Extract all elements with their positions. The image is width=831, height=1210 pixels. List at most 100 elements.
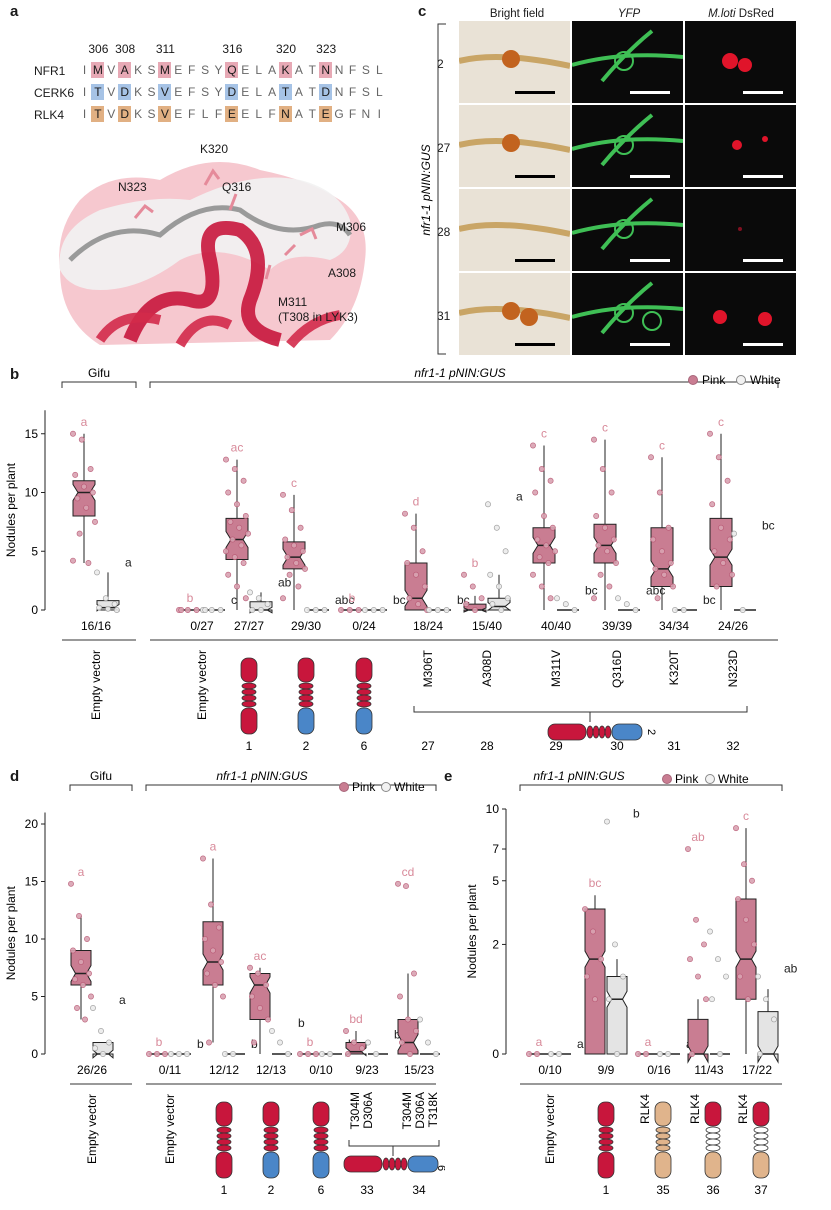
white-point xyxy=(425,1039,431,1046)
white-point xyxy=(707,928,713,935)
residue: L xyxy=(255,85,263,99)
genotype-bracket: nfr1-1 pNIN:GUS xyxy=(419,23,446,355)
white-point xyxy=(370,607,377,613)
position-number: 311 xyxy=(155,42,175,56)
residue: L xyxy=(201,107,209,121)
legend-white-label: White xyxy=(718,772,749,786)
y-axis-title: Nodules per plant xyxy=(4,462,18,557)
hybrid-construct-b xyxy=(547,723,643,741)
construct-lysm xyxy=(592,725,600,739)
ratio-label: 29/30 xyxy=(291,619,321,633)
legend-pink-swatch xyxy=(662,774,672,784)
pink-point xyxy=(405,1016,411,1023)
pink-point xyxy=(530,442,536,449)
pink-point xyxy=(670,583,676,590)
residue: F xyxy=(268,107,276,121)
pink-point xyxy=(526,1051,532,1057)
construct-ectodomain xyxy=(597,1101,615,1127)
pink-point xyxy=(229,536,236,543)
pink-point xyxy=(689,1051,695,1057)
construct-ectodomain xyxy=(355,657,373,683)
row-label: 27 xyxy=(437,141,451,155)
white-point xyxy=(485,501,491,508)
yfp-image xyxy=(572,189,683,271)
residue: V xyxy=(158,106,172,122)
pink-point xyxy=(411,970,417,977)
pink-box xyxy=(650,527,674,587)
white-point xyxy=(277,1039,283,1046)
pink-point xyxy=(355,607,362,613)
construct-lysm xyxy=(263,1132,279,1140)
residue: K xyxy=(134,107,143,121)
residue: F xyxy=(188,85,196,99)
legend-white-swatch xyxy=(705,774,715,784)
white-point xyxy=(554,595,560,602)
pink-point xyxy=(202,936,208,942)
pink-point xyxy=(713,583,720,590)
construct-kinase xyxy=(654,1151,672,1179)
residue: V xyxy=(107,107,116,121)
construct-lysm xyxy=(753,1126,769,1134)
pink-box xyxy=(397,1019,419,1055)
col-title-dsred: M.loti DsRed xyxy=(686,8,796,20)
construct-kinase xyxy=(407,1155,439,1173)
bright-field-image xyxy=(459,105,570,187)
residue: F xyxy=(348,107,357,121)
label-t308: (T308 in LYK3) xyxy=(278,310,358,324)
pink-point xyxy=(70,557,76,564)
construct-lysm xyxy=(753,1144,769,1152)
white-point xyxy=(502,548,509,555)
dsred-image xyxy=(685,273,796,355)
white-point xyxy=(548,1051,554,1057)
pink-point xyxy=(255,970,261,977)
pink-point xyxy=(280,491,286,498)
y-axis-title: Nodules per plant xyxy=(4,886,18,981)
construct-lysm xyxy=(313,1138,329,1146)
residue: D xyxy=(118,84,132,100)
construct-kinase xyxy=(240,707,258,735)
white-significance-letter: bc xyxy=(393,593,406,607)
construct-1 xyxy=(240,657,258,735)
position-number: 320 xyxy=(275,42,297,56)
construct-kinase xyxy=(262,1151,280,1179)
pink-significance-letter: a xyxy=(81,415,88,429)
y-tick-label: 10 xyxy=(25,486,39,500)
pink-point xyxy=(288,507,295,514)
group-label-nfr1: nfr1-1 pNIN:GUS xyxy=(533,769,624,783)
pink-point xyxy=(293,560,300,566)
pink-significance-letter: ab xyxy=(691,830,705,844)
pink-significance-letter: a xyxy=(645,1035,652,1049)
dsred-suffix: DsRed xyxy=(735,8,774,20)
x-label-empty-vector: Empty vector xyxy=(195,650,209,720)
pink-point xyxy=(302,565,308,572)
pink-point xyxy=(80,982,86,988)
pink-point xyxy=(178,607,185,613)
strand-red xyxy=(95,310,341,349)
pink-point xyxy=(463,601,470,608)
white-point xyxy=(709,996,715,1003)
pink-point xyxy=(745,996,751,1003)
x-label-mutant: A308D xyxy=(480,650,494,687)
y-tick-label: 15 xyxy=(25,875,39,889)
pink-point xyxy=(703,996,709,1003)
residue: M xyxy=(158,62,172,78)
construct-lysm xyxy=(753,1138,769,1146)
group-label-gifu: Gifu xyxy=(88,366,110,380)
pink-significance-letter: a xyxy=(536,1035,543,1049)
pink-significance-letter: b xyxy=(156,1035,163,1049)
pink-point xyxy=(733,825,739,832)
construct-lysm xyxy=(388,1157,396,1171)
pink-point xyxy=(648,454,654,461)
x-label-rlk4: RLK4 xyxy=(736,1094,750,1124)
pink-point xyxy=(661,571,668,578)
group-label-nfr1: nfr1-1 pNIN:GUS xyxy=(216,769,307,783)
construct-lysm xyxy=(298,700,314,708)
white-point xyxy=(757,1051,763,1057)
group-bracket-nfr1 xyxy=(145,784,437,791)
y-tick-label: 20 xyxy=(25,817,39,831)
white-significance-letter: bc xyxy=(585,583,598,597)
y-tick-label: 2 xyxy=(492,937,499,951)
residue: I xyxy=(82,107,87,121)
white-point xyxy=(184,1051,190,1057)
position-number: 323 xyxy=(316,42,337,56)
